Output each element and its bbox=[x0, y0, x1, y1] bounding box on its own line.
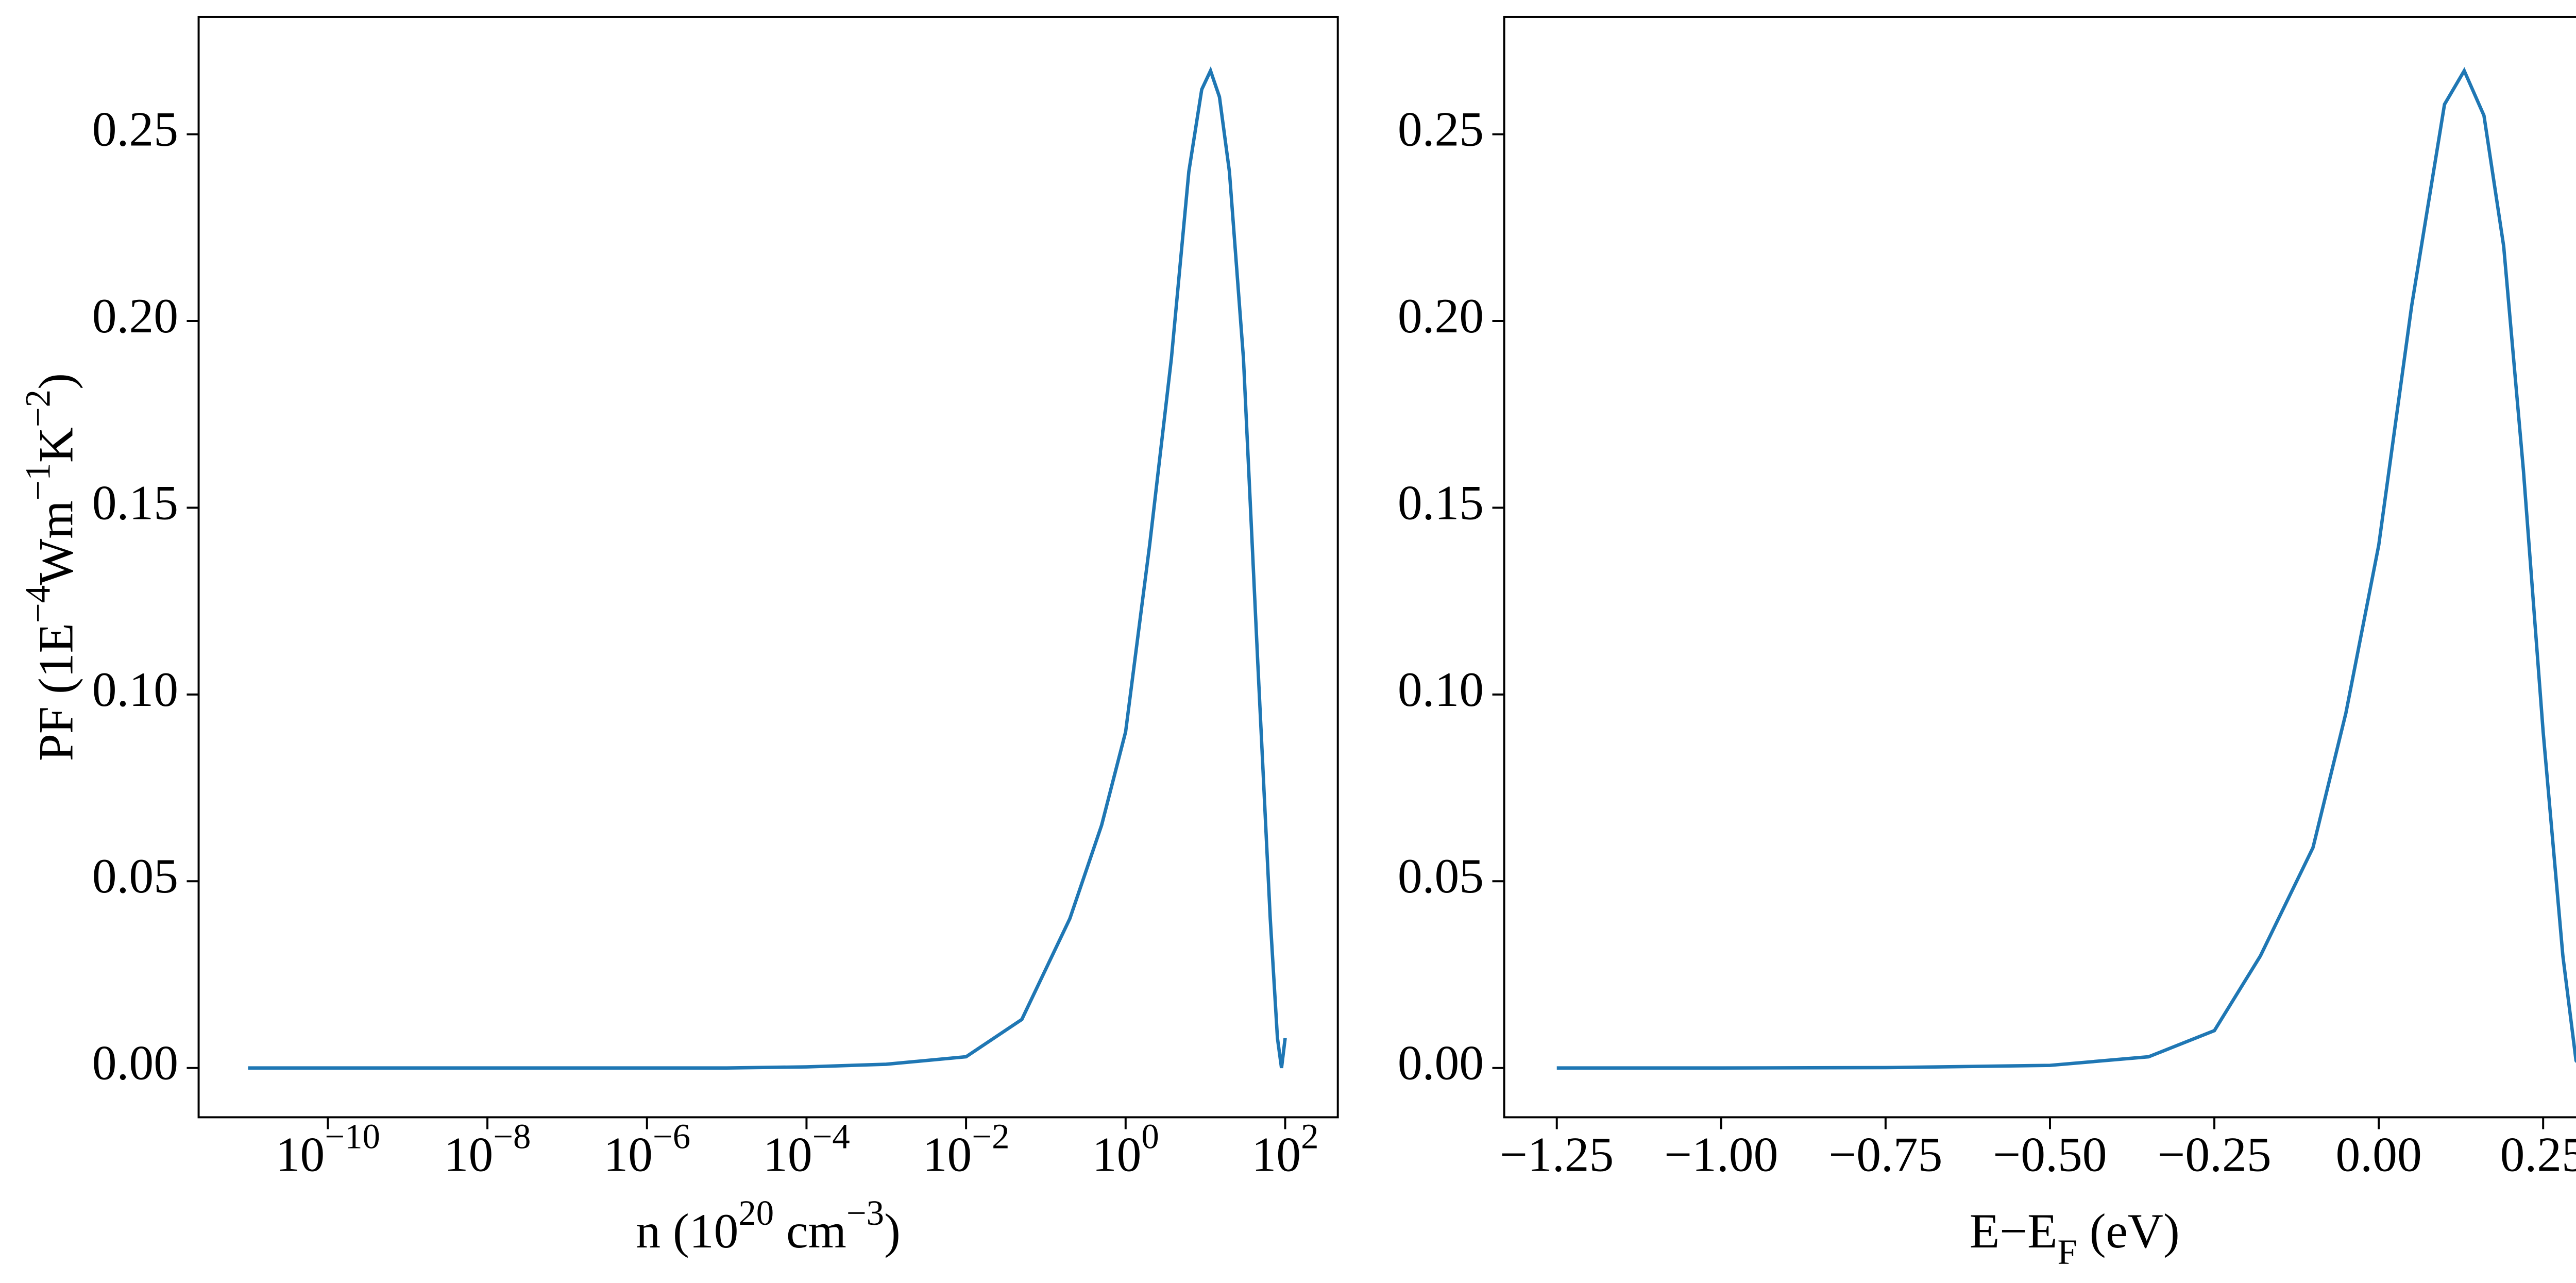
y-tick-label: 0.00 bbox=[1398, 1036, 1484, 1090]
y-tick-label: 0.25 bbox=[92, 102, 178, 156]
x-tick-label: 10−10 bbox=[276, 1117, 380, 1182]
data-line bbox=[248, 66, 1287, 1070]
x-tick-label: −1.00 bbox=[1664, 1127, 1778, 1182]
y-tick-label: 0.10 bbox=[92, 662, 178, 717]
x-tick-label: 10−6 bbox=[603, 1117, 690, 1182]
x-tick-label: 0.25 bbox=[2500, 1127, 2576, 1182]
x-tick-label: 10−8 bbox=[444, 1117, 531, 1182]
x-tick-label: −0.25 bbox=[2158, 1127, 2272, 1182]
y-tick-label: 0.05 bbox=[92, 849, 178, 903]
x-tick-label: 0.00 bbox=[2336, 1127, 2422, 1182]
data-line bbox=[1556, 67, 2576, 1070]
y-tick-label: 0.25 bbox=[1398, 102, 1484, 156]
x-tick-label: −0.75 bbox=[1828, 1127, 1942, 1182]
y-tick-label: 0.05 bbox=[1398, 849, 1484, 903]
y-axis-label: PF (1E−4Wm−1K−2) bbox=[18, 373, 83, 761]
x-axis-label: E−EF (eV) bbox=[1970, 1204, 2180, 1272]
x-tick-label: 10−2 bbox=[923, 1117, 1010, 1182]
y-tick-label: 0.15 bbox=[92, 475, 178, 530]
plot-frame bbox=[1503, 15, 2576, 1119]
x-tick-label: 102 bbox=[1252, 1117, 1319, 1182]
x-axis-label: n (1020 cm−3) bbox=[636, 1193, 900, 1258]
x-tick-label: 10−4 bbox=[763, 1117, 850, 1182]
y-tick-label: 0.15 bbox=[1398, 475, 1484, 530]
plot-frame bbox=[197, 15, 1339, 1119]
y-tick-label: 0.20 bbox=[1398, 289, 1484, 343]
y-tick-label: 0.20 bbox=[92, 289, 178, 343]
x-tick-label: 100 bbox=[1092, 1117, 1159, 1182]
x-tick-label: −1.25 bbox=[1500, 1127, 1614, 1182]
x-tick-label: −0.50 bbox=[1993, 1127, 2107, 1182]
y-tick-label: 0.10 bbox=[1398, 662, 1484, 717]
y-tick-label: 0.00 bbox=[92, 1036, 178, 1090]
